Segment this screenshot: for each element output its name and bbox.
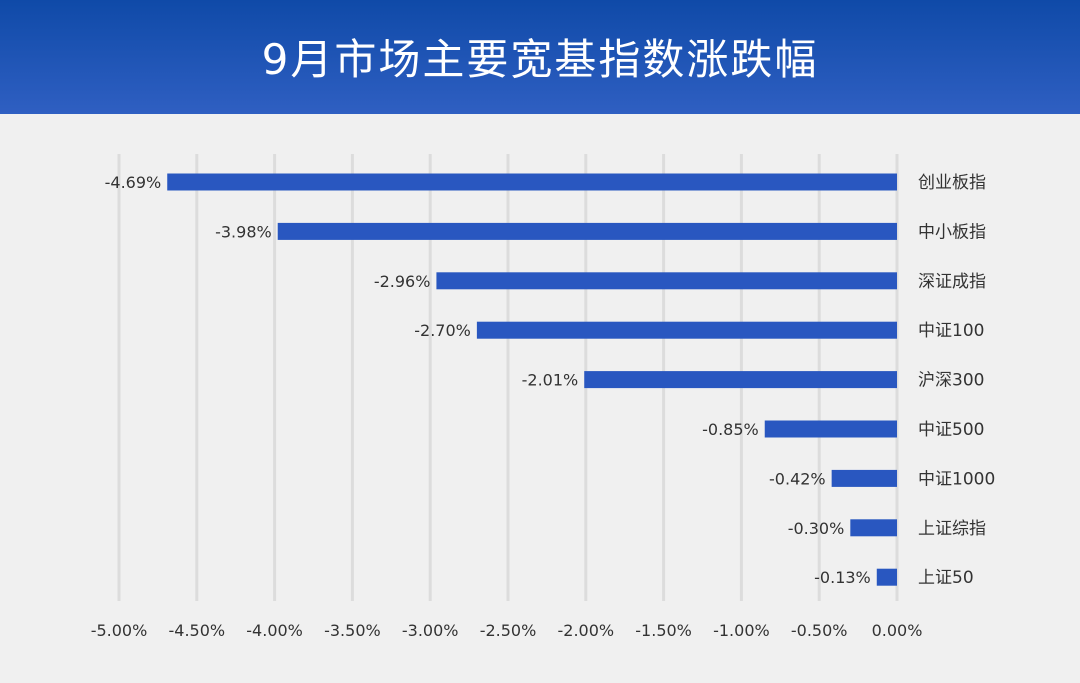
bar [764, 420, 897, 438]
category-label: 中小板指 [918, 222, 986, 242]
category-label: 沪深300 [918, 371, 984, 391]
bar [277, 222, 897, 240]
x-tick-label: -0.50% [791, 621, 848, 640]
bar-value-label: -0.85% [702, 420, 759, 439]
x-tick-label: -1.50% [635, 621, 692, 640]
bar-value-label: -0.30% [788, 519, 845, 538]
bar-chart: -4.69% -3.98% -2.96% -2.70% -2.01% -0.85% -0.4… [0, 114, 1080, 679]
chart-header: 9月市场主要宽基指数涨跌幅 [0, 0, 1080, 114]
chart-title: 9月市场主要宽基指数涨跌幅 [261, 34, 819, 84]
bar [167, 173, 898, 191]
x-tick-label: -2.50% [480, 621, 537, 640]
bar-value-label: -2.01% [522, 371, 579, 390]
bar [876, 568, 897, 586]
x-tick-label: -5.00% [91, 621, 148, 640]
x-tick-label: -4.00% [246, 621, 303, 640]
category-label: 创业板指 [918, 173, 986, 193]
x-tick-label: -3.50% [324, 621, 381, 640]
x-tick-label: -2.00% [557, 621, 614, 640]
bar-value-label: -0.42% [769, 469, 826, 488]
x-tick-label: 0.00% [872, 621, 923, 640]
data-labels: -4.69% -3.98% -2.96% -2.70% -2.01% -0.85% -0.4… [105, 173, 871, 587]
bar [831, 469, 897, 487]
bar [476, 321, 897, 339]
x-tick-label: -4.50% [168, 621, 225, 640]
x-tick-label: -1.00% [713, 621, 770, 640]
bars [167, 173, 898, 586]
category-label: 上证50 [918, 568, 974, 588]
category-label: 中证500 [918, 420, 984, 440]
bar [850, 519, 897, 537]
category-label: 深证成指 [918, 272, 986, 292]
bar-value-label: -4.69% [105, 173, 162, 192]
x-tick-labels: -5.00% -4.50% -4.00% -3.50% -3.00% -2.50% -2.0… [91, 621, 923, 640]
bar-value-label: -0.13% [814, 568, 871, 587]
category-label: 中证100 [918, 321, 984, 341]
bar-value-label: -3.98% [215, 222, 272, 241]
bar [436, 272, 897, 290]
bar-value-label: -2.96% [374, 272, 431, 291]
category-label: 中证1000 [918, 469, 995, 489]
x-tick-label: -3.00% [402, 621, 459, 640]
category-label: 上证综指 [918, 519, 986, 539]
bar-value-label: -2.70% [414, 321, 471, 340]
bar-chart-svg: -4.69% -3.98% -2.96% -2.70% -2.01% -0.85% -0.4… [91, 154, 995, 640]
bar [584, 371, 897, 389]
